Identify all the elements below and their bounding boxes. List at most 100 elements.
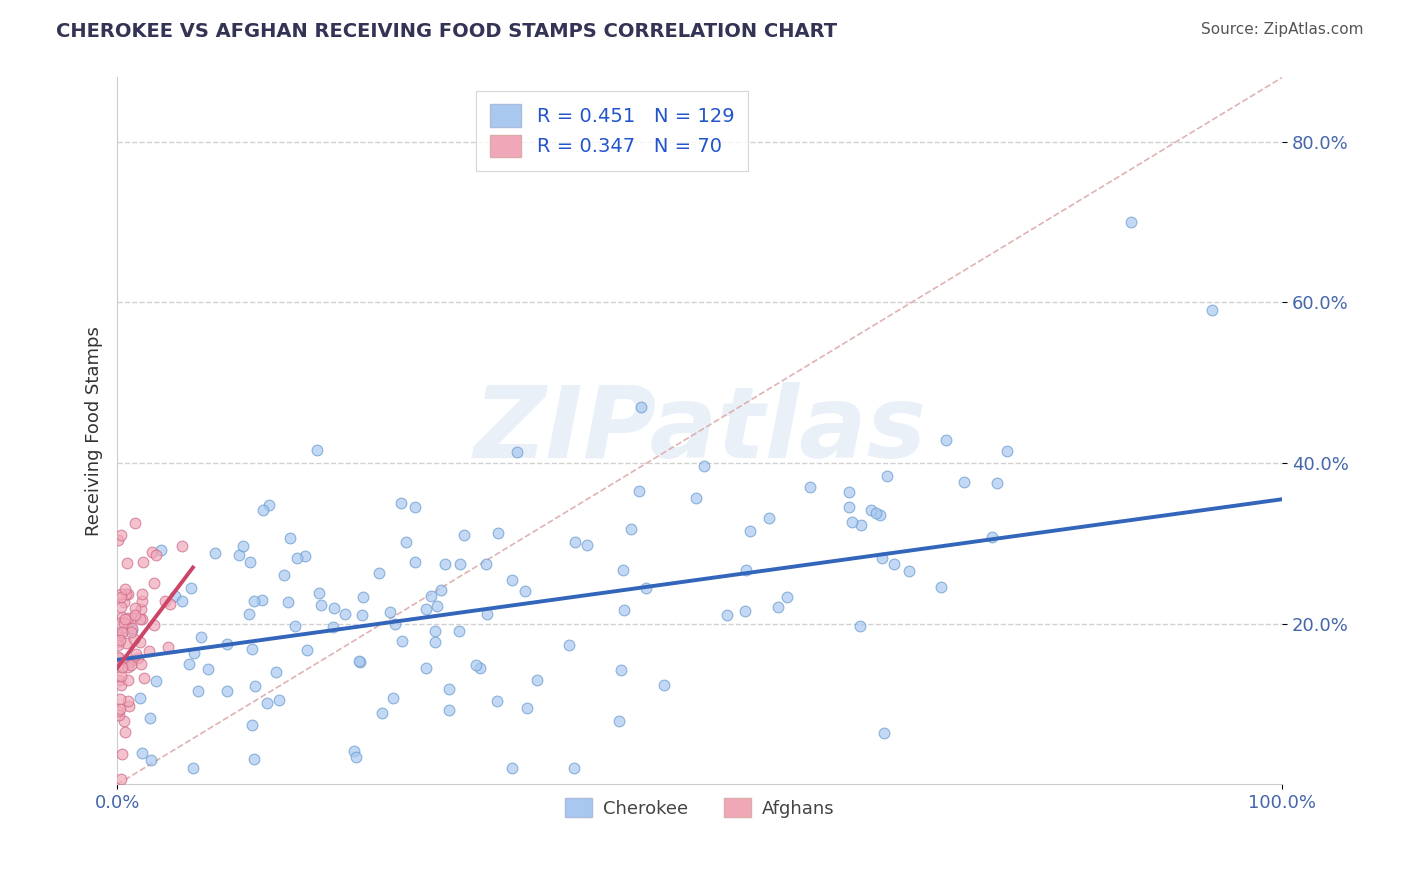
Point <box>121 658 143 673</box>
Point <box>243 679 266 693</box>
Point <box>425 624 447 638</box>
Point <box>110 669 132 683</box>
Point <box>107 649 129 664</box>
Point <box>453 528 475 542</box>
Point <box>115 621 138 635</box>
Point <box>141 545 163 559</box>
Point <box>931 580 953 594</box>
Point <box>420 590 443 604</box>
Point <box>124 600 146 615</box>
Point <box>352 590 374 604</box>
Point <box>630 400 652 414</box>
Point <box>204 546 226 560</box>
Point <box>685 491 707 505</box>
Point <box>121 621 143 635</box>
Point <box>131 555 153 569</box>
Point <box>110 678 132 692</box>
Point <box>766 599 789 614</box>
Point <box>437 703 460 717</box>
Point <box>143 618 166 632</box>
Point <box>799 480 821 494</box>
Point <box>869 508 891 522</box>
Point <box>277 595 299 609</box>
Point <box>129 601 152 615</box>
Point <box>576 539 599 553</box>
Point <box>127 650 149 665</box>
Point <box>610 664 633 678</box>
Point <box>112 714 135 728</box>
Point <box>240 642 263 657</box>
Point <box>157 640 180 654</box>
Point <box>309 598 332 612</box>
Point <box>526 673 548 687</box>
Point <box>506 445 529 459</box>
Point <box>897 564 920 578</box>
Point <box>117 587 139 601</box>
Point <box>107 658 129 673</box>
Point <box>215 637 238 651</box>
Point <box>131 746 153 760</box>
Point <box>395 534 418 549</box>
Point <box>131 612 153 626</box>
Point <box>110 691 132 706</box>
Point <box>267 693 290 707</box>
Point <box>145 673 167 688</box>
Point <box>108 708 131 723</box>
Point <box>264 665 287 679</box>
Point <box>183 761 205 775</box>
Point <box>437 682 460 697</box>
Point <box>305 443 328 458</box>
Point <box>125 647 148 661</box>
Point <box>110 702 132 716</box>
Point <box>865 507 887 521</box>
Point <box>111 610 134 624</box>
Point <box>347 654 370 668</box>
Point <box>860 503 883 517</box>
Point <box>486 526 509 541</box>
Point <box>415 601 437 615</box>
Point <box>110 528 132 542</box>
Point <box>232 539 254 553</box>
Point <box>883 557 905 571</box>
Point <box>107 630 129 644</box>
Point <box>758 511 780 525</box>
Point <box>115 636 138 650</box>
Point <box>108 616 131 631</box>
Point <box>429 583 451 598</box>
Point <box>426 599 449 614</box>
Point <box>107 533 129 547</box>
Point <box>186 683 208 698</box>
Point <box>486 694 509 708</box>
Point <box>562 761 585 775</box>
Point <box>378 605 401 619</box>
Y-axis label: Receiving Food Stamps: Receiving Food Stamps <box>86 326 103 536</box>
Point <box>107 638 129 652</box>
Point <box>121 611 143 625</box>
Point <box>415 661 437 675</box>
Text: ZIPatlas: ZIPatlas <box>474 383 927 479</box>
Point <box>434 557 457 571</box>
Point <box>848 619 870 633</box>
Point <box>117 611 139 625</box>
Point <box>114 612 136 626</box>
Point <box>129 635 152 649</box>
Point <box>163 589 186 603</box>
Point <box>273 568 295 582</box>
Point <box>239 556 262 570</box>
Point <box>838 485 860 500</box>
Point <box>391 634 413 648</box>
Point <box>243 594 266 608</box>
Point <box>607 714 630 728</box>
Point <box>343 744 366 758</box>
Point <box>124 608 146 623</box>
Point <box>558 638 581 652</box>
Point <box>155 593 177 607</box>
Point <box>139 711 162 725</box>
Point <box>190 630 212 644</box>
Point <box>716 607 738 622</box>
Point <box>308 585 330 599</box>
Point <box>872 726 894 740</box>
Point <box>111 660 134 674</box>
Point <box>367 566 389 581</box>
Point <box>980 530 1002 544</box>
